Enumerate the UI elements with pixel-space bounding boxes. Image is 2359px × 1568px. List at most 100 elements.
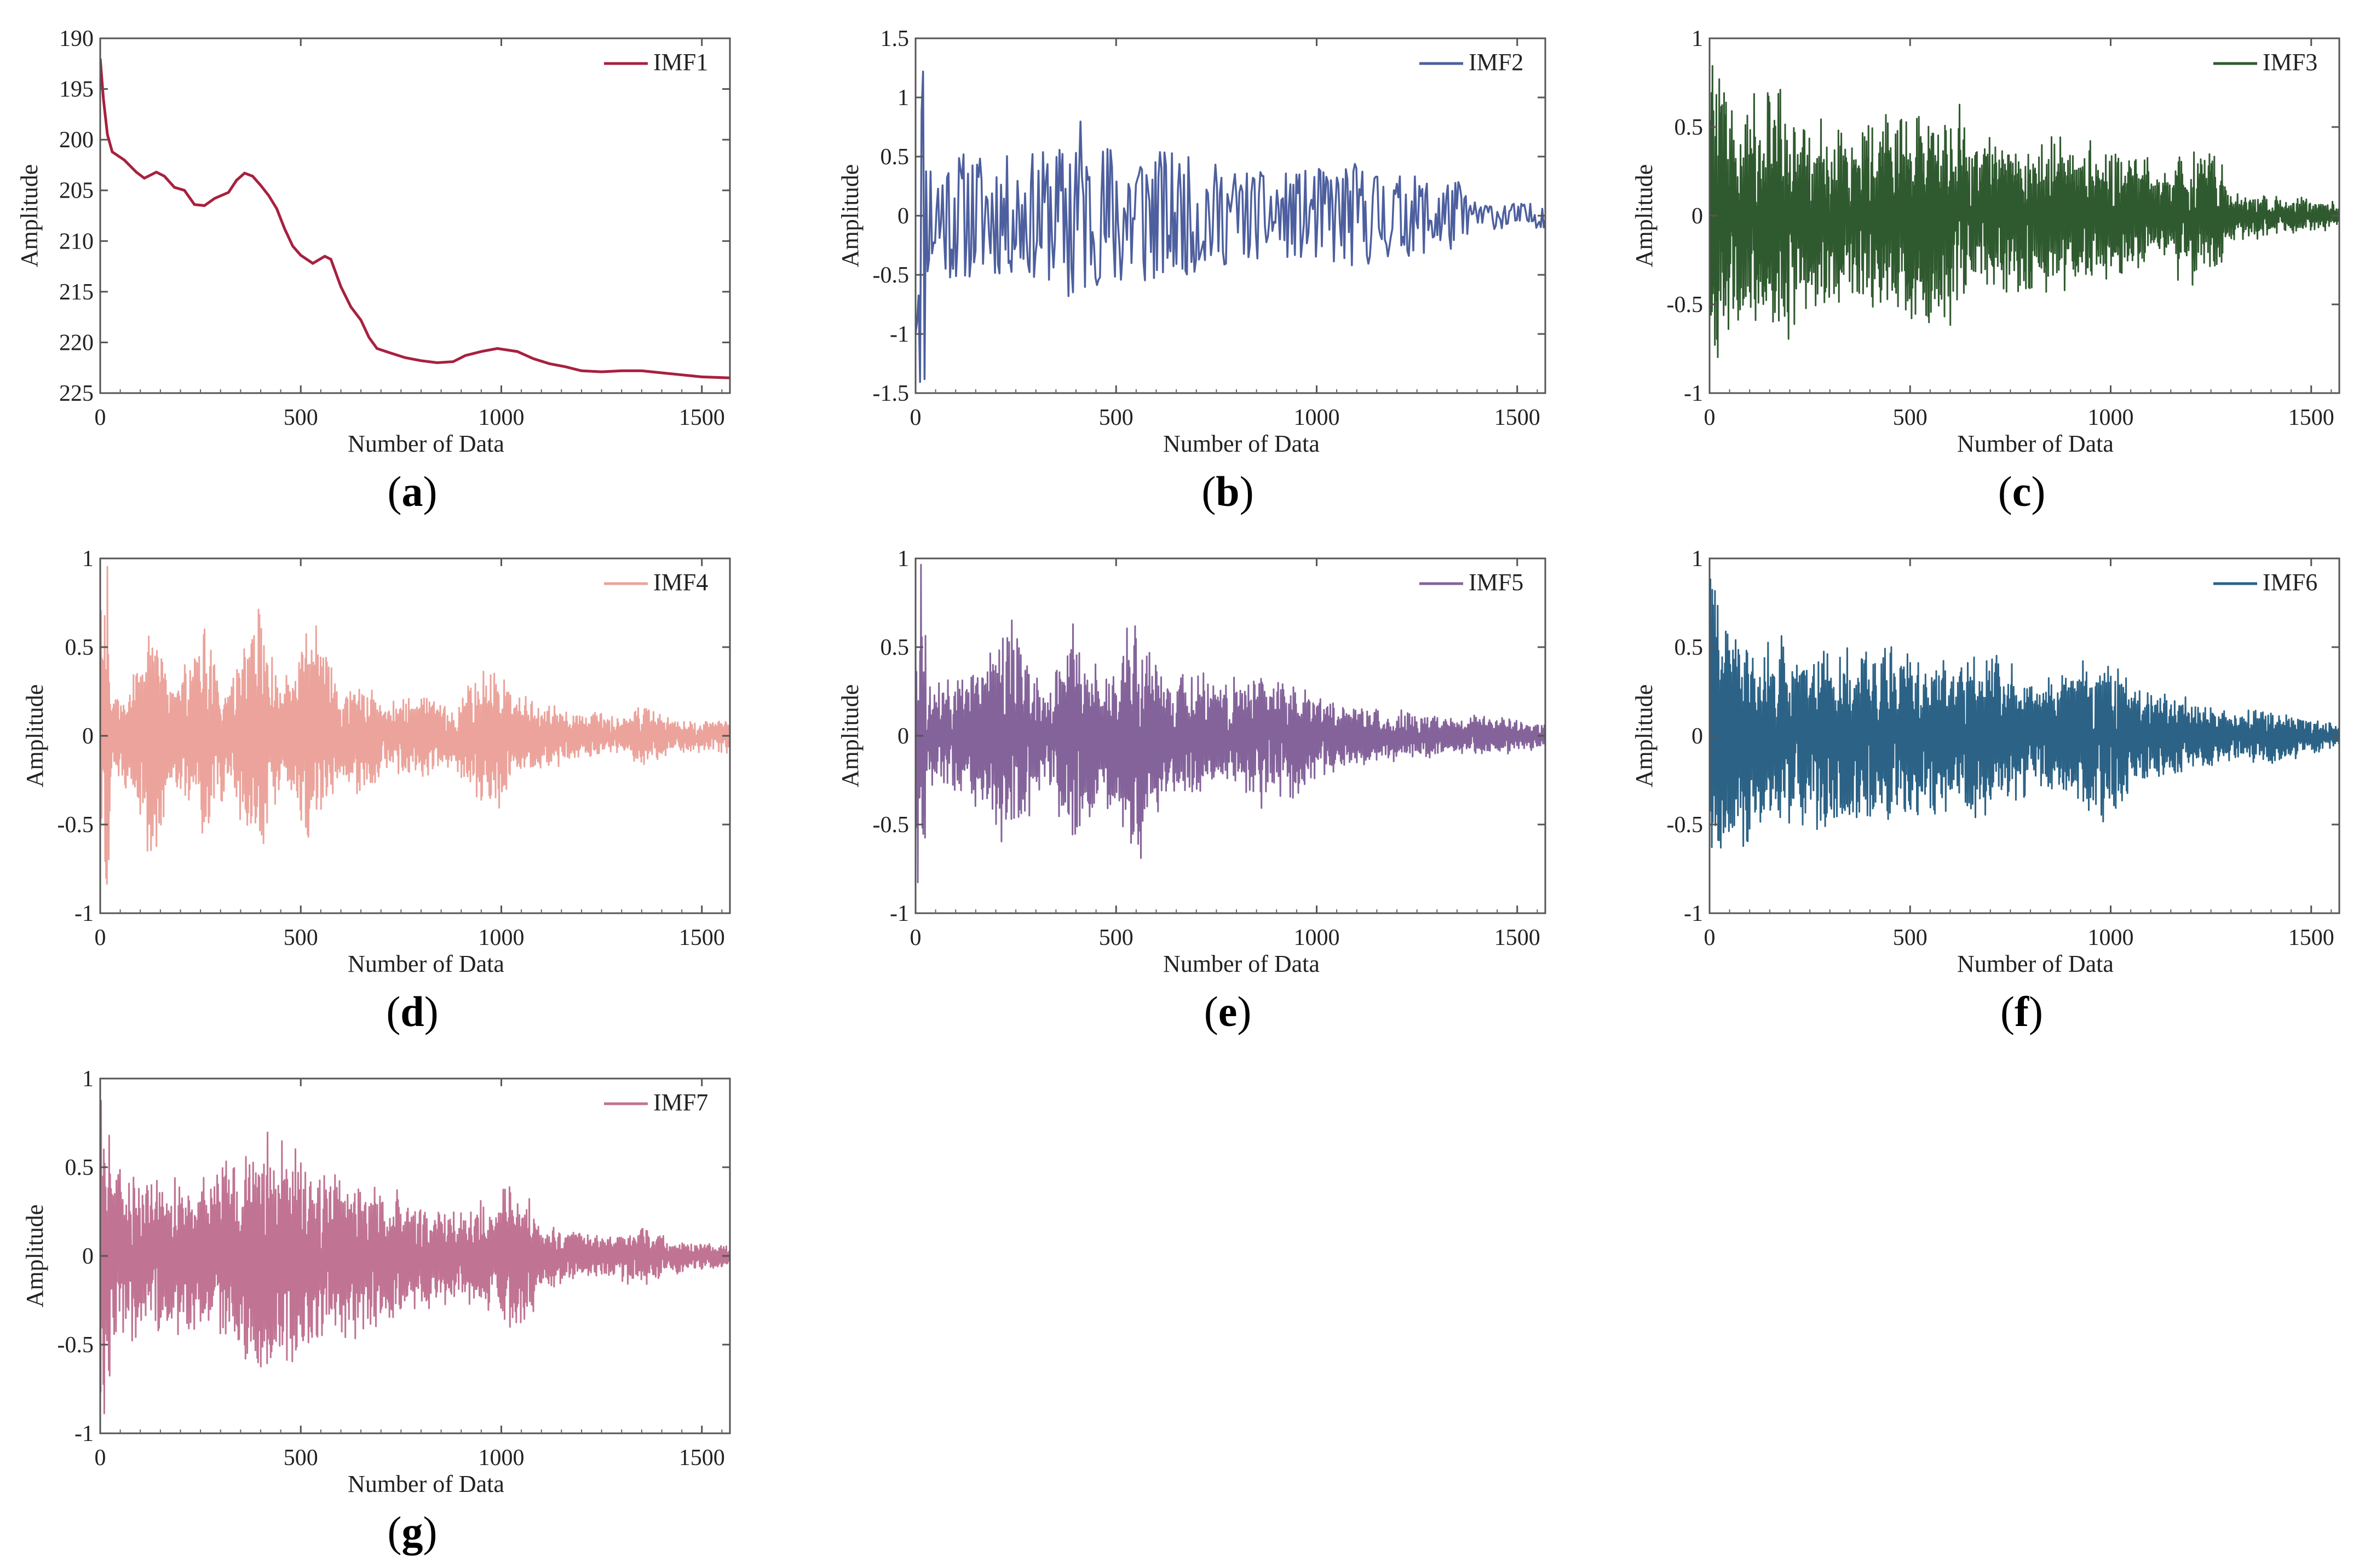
x-tick-label: 500 — [1099, 925, 1134, 950]
x-tick-label: 1500 — [2288, 405, 2334, 430]
legend-label: IMF1 — [653, 49, 708, 76]
legend-label: IMF5 — [1469, 569, 1523, 596]
y-tick-label: -1 — [1684, 901, 1703, 926]
x-axis-label: Number of Data — [1163, 950, 1320, 977]
y-tick-label: 200 — [59, 128, 94, 153]
y-tick-label: 225 — [59, 381, 94, 406]
x-axis-label: Number of Data — [348, 1471, 504, 1497]
y-tick-label: 1 — [82, 546, 94, 572]
y-tick-label: 0.5 — [881, 145, 910, 170]
legend-label: IMF7 — [653, 1089, 708, 1116]
panel-caption-a: (a) — [387, 468, 438, 515]
x-tick-label: 1500 — [679, 1445, 725, 1471]
y-tick-label: -1 — [890, 901, 909, 926]
x-axis-label: Number of Data — [348, 430, 504, 457]
y-tick-label: 190 — [59, 26, 94, 51]
series-line-imf1 — [100, 58, 730, 379]
legend-label: IMF6 — [2263, 569, 2317, 596]
y-tick-label: -0.5 — [1667, 292, 1704, 318]
x-tick-label: 1500 — [2288, 925, 2334, 950]
y-tick-label: -0.5 — [1667, 812, 1704, 838]
x-axis-label: Number of Data — [1163, 430, 1320, 457]
x-tick-label: 500 — [1099, 405, 1134, 430]
y-tick-label: -0.5 — [57, 1333, 94, 1358]
y-tick-label: 0.5 — [1675, 635, 1704, 660]
panel-g: 0 500 1000 1500 -1 -0.5 0 0.5 1 Number of Data Amp… — [21, 1067, 731, 1497]
panel-c: 0 500 1000 1500 -1 -0.5 0 0.5 1 Number of Data Amp… — [1631, 26, 2340, 457]
y-tick-label: 0.5 — [1675, 115, 1704, 140]
x-tick-label: 1000 — [478, 925, 524, 950]
panel-e: 0 500 1000 1500 -1 -0.5 0 0.5 1 Number of Data Amp… — [837, 546, 1546, 977]
panel-caption-g: (g) — [387, 1508, 438, 1555]
x-axis-label: Number of Data — [348, 950, 504, 977]
legend-label: IMF2 — [1469, 49, 1523, 76]
panel-a: 0 500 1000 1500 190 195 200 205 210 215 220 225 Numb… — [16, 26, 731, 457]
y-tick-label: -0.5 — [57, 812, 94, 838]
y-tick-label: -0.5 — [873, 812, 910, 838]
y-tick-label: 1 — [897, 546, 909, 572]
y-tick-label: -1 — [74, 901, 94, 926]
x-tick-label: 0 — [910, 925, 922, 950]
x-tick-label: 1500 — [679, 405, 725, 430]
y-tick-label: 215 — [59, 280, 94, 305]
y-tick-label: -0.5 — [873, 263, 910, 288]
series-line-imf4 — [100, 566, 730, 885]
x-tick-label: 0 — [910, 405, 922, 430]
y-tick-label: 205 — [59, 178, 94, 204]
y-axis-label: Amplitude — [21, 1204, 48, 1307]
y-axis-label: Amplitude — [837, 164, 864, 267]
x-tick-label: 500 — [284, 405, 318, 430]
panel-caption-c: (c) — [1998, 468, 2046, 515]
panel-f: 0 500 1000 1500 -1 -0.5 0 0.5 1 Number of Data Amp… — [1631, 546, 2340, 977]
panel-caption-f: (f) — [2000, 988, 2043, 1035]
x-tick-label: 1000 — [2087, 405, 2133, 430]
y-axis-label: Amplitude — [1631, 164, 1658, 267]
y-tick-label: -1.5 — [873, 381, 910, 406]
y-tick-label: -1 — [890, 322, 909, 347]
panel-d: 0 500 1000 1500 -1 -0.5 0 0.5 1 Number of Data Amp… — [21, 546, 731, 977]
x-tick-label: 0 — [1704, 925, 1716, 950]
legend-label: IMF3 — [2263, 49, 2317, 76]
series-line-imf3 — [1710, 65, 2339, 358]
y-tick-label: 210 — [59, 229, 94, 254]
y-tick-label: 0 — [82, 724, 94, 749]
y-tick-label: 0.5 — [65, 635, 94, 660]
y-tick-label: 1 — [1691, 546, 1703, 572]
y-tick-label: -1 — [1684, 381, 1703, 406]
panel-caption-e: (e) — [1204, 988, 1252, 1035]
x-tick-label: 1000 — [1293, 405, 1339, 430]
x-tick-label: 0 — [95, 1445, 106, 1471]
y-axis-label: Amplitude — [1631, 684, 1658, 787]
series-line-imf6 — [1710, 578, 2339, 849]
legend-label: IMF4 — [653, 569, 708, 596]
y-tick-label: 1 — [1691, 26, 1703, 51]
series-line-imf5 — [916, 563, 1545, 884]
x-tick-label: 1000 — [478, 1445, 524, 1471]
y-tick-label: 195 — [59, 77, 94, 102]
series-line-imf7 — [100, 1100, 730, 1415]
panel-caption-d: (d) — [386, 988, 439, 1035]
x-tick-label: 1500 — [1494, 925, 1540, 950]
x-tick-label: 0 — [95, 405, 106, 430]
plot-frame-a — [99, 37, 731, 394]
x-tick-label: 500 — [1893, 405, 1928, 430]
y-tick-label: 1.5 — [881, 26, 910, 51]
x-tick-label: 1000 — [478, 405, 524, 430]
y-axis-label: Amplitude — [837, 684, 864, 787]
panel-caption-b: (b) — [1201, 468, 1254, 515]
x-tick-label: 1000 — [2087, 925, 2133, 950]
y-tick-label: 0.5 — [65, 1155, 94, 1180]
panel-b: 0 500 1000 1500 -1.5 -1 -0.5 0 0.5 1 1.5 Number of … — [837, 26, 1546, 457]
x-tick-label: 1000 — [1293, 925, 1339, 950]
panels-layer: 0 500 1000 1500190195200205210215220225Numb… — [16, 26, 2340, 1497]
x-tick-label: 500 — [1893, 925, 1928, 950]
x-tick-label: 0 — [95, 925, 106, 950]
y-tick-label: -1 — [74, 1421, 94, 1446]
x-tick-label: 1500 — [679, 925, 725, 950]
x-tick-label: 500 — [284, 1445, 318, 1471]
x-axis-label: Number of Data — [1957, 950, 2114, 977]
y-tick-label: 0 — [897, 724, 909, 749]
y-tick-label: 1 — [82, 1067, 94, 1092]
y-axis-label: Amplitude — [16, 164, 43, 267]
y-tick-label: 1 — [897, 85, 909, 111]
